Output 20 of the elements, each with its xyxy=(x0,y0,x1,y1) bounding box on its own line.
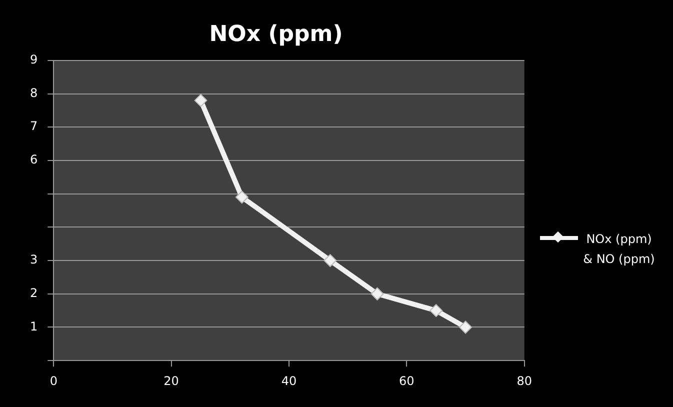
x-tick-label: 20 xyxy=(164,374,179,388)
y-tick-label: 1 xyxy=(30,319,38,334)
y-tick-label: 6 xyxy=(30,152,38,167)
point xyxy=(324,254,337,268)
y-tick-label: 3 xyxy=(30,252,38,267)
point xyxy=(430,304,443,318)
y-tick-label: 7 xyxy=(30,119,38,134)
x-tick-label: 0 xyxy=(50,374,58,388)
x-tick-label: 80 xyxy=(516,374,532,388)
x-tick-label: 40 xyxy=(281,374,297,388)
x-tick-label: 60 xyxy=(399,374,414,388)
chart-title: NOx (ppm) xyxy=(209,22,343,47)
point xyxy=(194,94,208,107)
y-tick-label: 9 xyxy=(30,52,38,67)
point xyxy=(235,190,248,204)
point xyxy=(459,320,472,334)
y-tick-label: 2 xyxy=(30,286,38,300)
point xyxy=(370,287,384,300)
y-tick-label: 8 xyxy=(30,86,38,100)
legend-label: NOx (ppm) & NO (ppm) xyxy=(582,231,656,268)
